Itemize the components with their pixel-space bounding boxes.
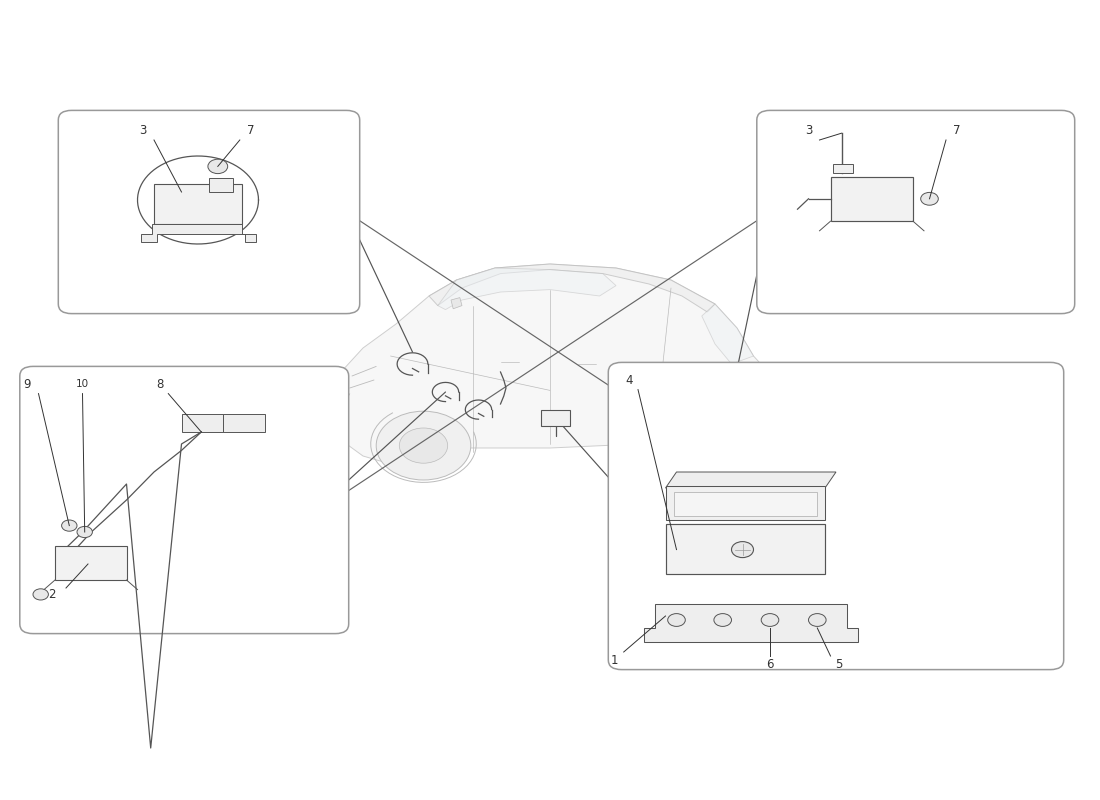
Text: 8: 8 — [156, 378, 163, 390]
Polygon shape — [336, 264, 776, 468]
Bar — [666, 524, 825, 574]
Text: eurospares: eurospares — [152, 219, 266, 237]
Circle shape — [399, 428, 448, 463]
Polygon shape — [702, 304, 754, 364]
FancyBboxPatch shape — [608, 362, 1064, 670]
Text: 9: 9 — [24, 378, 31, 390]
Text: 7: 7 — [954, 124, 960, 137]
Text: 6: 6 — [767, 658, 773, 670]
Circle shape — [208, 159, 228, 174]
Bar — [541, 410, 570, 426]
Bar — [833, 163, 853, 173]
Circle shape — [921, 192, 938, 205]
Text: 5: 5 — [836, 658, 843, 670]
Bar — [209, 178, 233, 192]
Circle shape — [663, 414, 712, 450]
Circle shape — [376, 411, 471, 480]
Circle shape — [33, 589, 48, 600]
Bar — [674, 492, 817, 516]
Circle shape — [640, 398, 735, 466]
Text: 2: 2 — [48, 588, 55, 601]
Polygon shape — [141, 224, 256, 242]
Circle shape — [732, 542, 754, 558]
Circle shape — [761, 614, 779, 626]
Polygon shape — [429, 264, 715, 312]
Bar — [182, 414, 223, 432]
Text: eurospares: eurospares — [845, 503, 959, 521]
Text: eurospares: eurospares — [152, 503, 266, 521]
FancyBboxPatch shape — [58, 110, 360, 314]
Polygon shape — [451, 298, 462, 309]
Text: eurospares: eurospares — [845, 219, 959, 237]
Text: 1: 1 — [612, 654, 618, 666]
FancyBboxPatch shape — [757, 110, 1075, 314]
Text: 3: 3 — [140, 124, 146, 137]
Text: 3: 3 — [805, 124, 812, 137]
Polygon shape — [666, 472, 836, 488]
Circle shape — [714, 614, 732, 626]
Bar — [154, 184, 242, 224]
Circle shape — [808, 614, 826, 626]
Bar — [55, 546, 126, 580]
Circle shape — [77, 526, 92, 538]
Polygon shape — [438, 268, 616, 310]
Text: 4: 4 — [626, 374, 632, 386]
Text: 7: 7 — [248, 124, 254, 137]
Polygon shape — [644, 604, 858, 642]
Circle shape — [668, 614, 685, 626]
Text: 10: 10 — [76, 379, 89, 389]
Bar — [830, 177, 913, 221]
Circle shape — [62, 520, 77, 531]
Bar — [666, 486, 825, 520]
FancyBboxPatch shape — [20, 366, 349, 634]
Bar — [223, 414, 265, 432]
